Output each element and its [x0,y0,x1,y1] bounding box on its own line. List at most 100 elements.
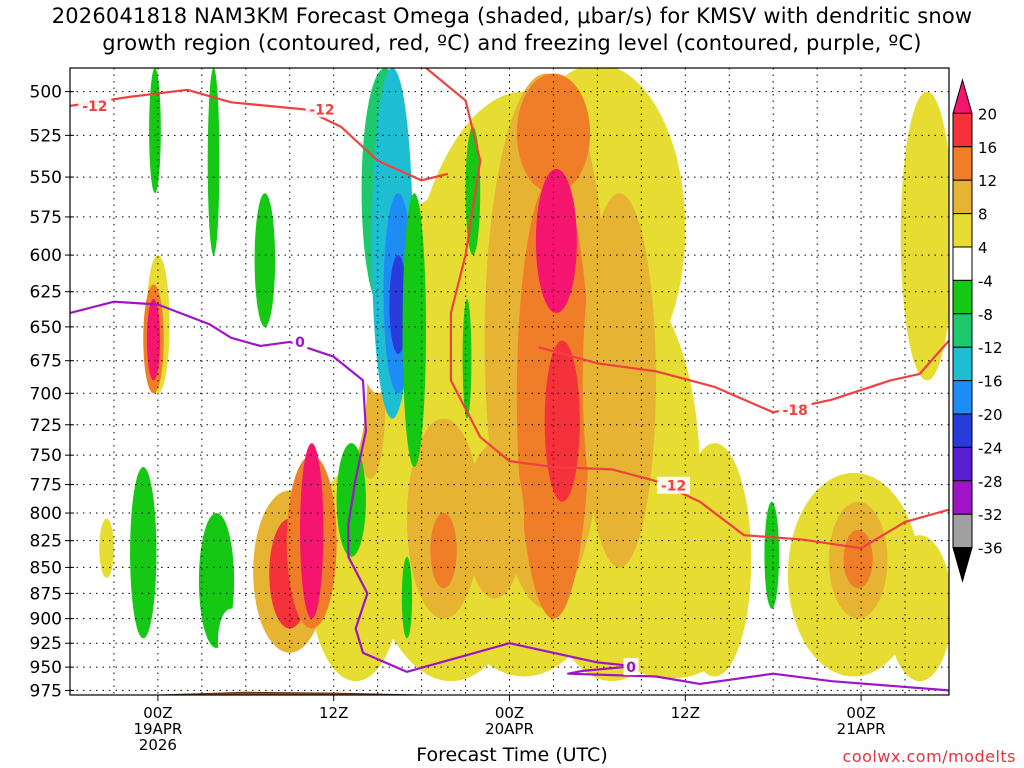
x-tick-label-1-0: 12Z [319,704,348,722]
chart-title-line-1: 2026041818 NAM3KM Forecast Omega (shaded… [51,4,973,28]
omega-shade-blob-5 [900,91,949,381]
omega-shade-blob-56 [149,68,161,194]
x-tick-label-2-0: 00Z [495,704,524,722]
colorbar-label-13: -36 [978,540,1003,558]
colorbar-swatch-8 [952,346,973,382]
y-tick-label-800: 800 [30,504,62,524]
y-tick-label-600: 600 [30,246,62,266]
y-axis: 500 525 550 575 600 625 650 675 700 725 750 775 800 8… [30,83,74,701]
y-tick-label-975: 975 [30,681,62,701]
contour-label-bg-dgz-upper-0 [78,96,112,114]
colorbar-swatch-12 [952,480,973,515]
y-tick-label-650: 650 [30,318,62,338]
x-tick-label-0-1: 19APR [133,720,182,738]
contour-dgz-upper [70,88,449,182]
contour-label-dgz-18-0: -18 [783,403,808,419]
omega-shade-blob-33 [99,588,164,677]
colorbar-swatch-13 [952,513,973,549]
colorbar-swatch-10 [952,413,973,448]
y-tick-label-575: 575 [30,208,62,228]
colorbar-label-3: 8 [978,206,988,224]
y-tick-label-750: 750 [30,446,62,466]
colorbar-swatch-9 [952,380,973,415]
colorbar-swatch-7 [952,313,973,348]
source-credit: coolwx.com/modelts [842,747,1016,766]
omega-shade-blob-37 [178,193,196,341]
contour-label-freezing-level-1: 0 [626,660,636,676]
colorbar-label-5: -4 [978,272,993,290]
omega-shade-blob-19 [465,443,525,599]
y-tick-label-525: 525 [30,126,62,146]
x-axis-title: Forecast Time (UTC) [416,744,608,766]
colorbar-label-6: -8 [978,306,993,324]
colorbar-label-10: -24 [978,439,1003,457]
contour-label-bg-freezing-level-1 [623,658,639,676]
colorbar-label-11: -28 [978,473,1003,491]
colorbar-swatch-14 [952,547,973,583]
omega-shade-blob-35 [217,608,245,672]
y-tick-label-625: 625 [30,283,62,303]
colorbar-label-4: 4 [978,239,988,257]
omega-shade-blob-54 [462,298,472,419]
omega-shade-blob-15 [535,168,577,313]
contour-dgz-18 [538,339,949,414]
contour-freezing-level [70,300,949,692]
omega-shade-blob-34 [130,467,157,639]
colorbar-swatch-2 [952,146,973,181]
omega-shade-blob-9 [612,598,730,679]
colorbar-label-12: -32 [978,506,1003,524]
contour-label-dgz-upper-0: -12 [82,99,107,115]
omega-shade-blob-27 [146,298,161,381]
contour-layer: -12 -12 -12 -18 0 0 [70,68,949,692]
colorbar-swatch-11 [952,446,973,482]
contour-label-bg-dgz-18-0 [778,400,812,418]
y-tick-label-950: 950 [30,658,62,678]
omega-shade-blob-45 [207,68,220,256]
omega-shade-blob-25 [843,529,873,589]
y-tick-label-900: 900 [30,610,62,630]
contour-dgz-12-right [424,68,949,550]
contour-label-dgz-12-right-0: -12 [661,479,686,495]
y-tick-label-925: 925 [30,634,62,654]
omega-shade-blob-23 [300,443,324,619]
colorbar-label-0: 20 [978,105,997,123]
colorbar-label-2: 12 [978,172,997,190]
contour-label-bg-dgz-12-right-0 [657,476,691,494]
colorbar-swatch-5 [952,246,973,281]
x-tick-label-3-0: 12Z [671,704,700,722]
y-tick-label-725: 725 [30,416,62,436]
omega-shade-blob-10 [99,518,114,578]
contour-label-dgz-upper-1: -12 [309,102,334,118]
omega-shading-layer [99,68,949,682]
omega-shade-blob-53 [465,126,481,256]
chart-title-line-2: growth region (contoured, red, ºC) and f… [102,31,922,55]
omega-shade-blob-55 [401,556,413,639]
y-tick-label-500: 500 [30,83,62,103]
x-tick-label-0-2: 2026 [139,736,177,754]
colorbar-label-1: 16 [978,139,997,157]
colorbar-label-8: -16 [978,373,1003,391]
omega-shade-blob-52 [764,501,780,609]
omega-shade-blob-6 [887,535,949,682]
omega-shade-blob-50 [389,255,407,355]
x-tick-label-2-1: 20APR [485,720,534,738]
colorbar-swatch-1 [952,112,973,148]
colorbar-swatch-6 [952,279,973,315]
colorbar-label-7: -12 [978,339,1003,357]
y-tick-label-700: 700 [30,384,62,404]
y-tick-label-550: 550 [30,168,62,188]
omega-shade-blob-18 [430,513,457,589]
omega-shade-blob-51 [402,193,426,468]
colorbar-swatch-3 [952,179,973,215]
grid-lines [70,68,949,695]
x-tick-label-4-0: 00Z [846,704,875,722]
contour-label-bg-dgz-upper-1 [305,100,339,118]
y-tick-label-850: 850 [30,558,62,578]
omega-shade-blob-40 [295,126,314,285]
y-tick-label-775: 775 [30,476,62,496]
colorbar-legend: 20 16 12 8 4 -4 -8 -12 -16 -20 -24 -28 -32 -36 [952,78,1003,583]
contour-label-bg-freezing-level-0 [292,332,308,350]
contour-label-freezing-level-0: 0 [295,335,305,351]
